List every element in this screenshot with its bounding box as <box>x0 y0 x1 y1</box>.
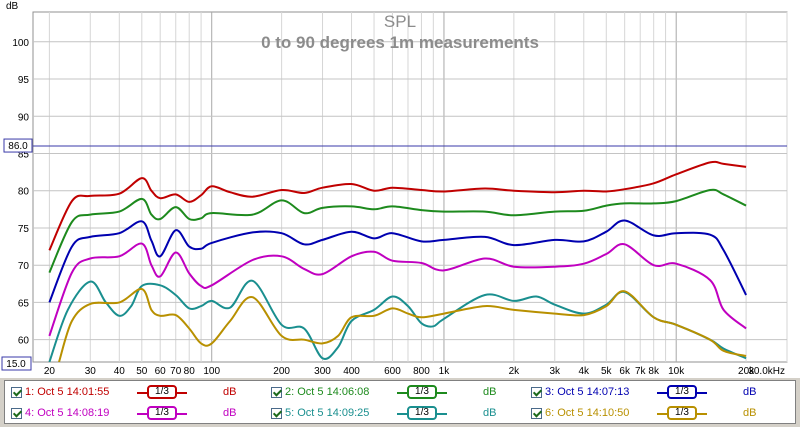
x-tick-label: 8k <box>648 366 660 377</box>
series-line-3 <box>48 219 747 303</box>
x-tick-label: 300 <box>314 366 331 377</box>
x-tick-label: 1k <box>439 366 451 377</box>
y-tick-label: 100 <box>12 38 29 49</box>
chart-area: 100 95 90 85 80 75 70 65 60 dB 20 30 40 50 60 70 80 100 20… <box>0 0 800 378</box>
legend-smoothing-button[interactable]: 1/3 <box>657 385 707 399</box>
legend-label: 1: Oct 5 14:01:55 <box>25 386 110 398</box>
legend-smoothing-label: 1/3 <box>667 385 697 399</box>
legend-smoothing-label: 1/3 <box>407 406 437 420</box>
series-line-2 <box>48 188 747 274</box>
x-tick-label: 5k <box>601 366 613 377</box>
x-tick-label: 80 <box>184 366 196 377</box>
x-tick-label: 400 <box>343 366 360 377</box>
legend-unit: dB <box>483 407 497 419</box>
chart-title: SPL <box>384 12 416 31</box>
reference-value-label: 86.0 <box>8 141 28 152</box>
y-tick-label: 65 <box>18 298 30 309</box>
legend-checkbox[interactable] <box>11 386 22 398</box>
legend-item: 1: Oct 5 14:01:55 1/3 dB <box>11 383 243 401</box>
y-tick-label: 70 <box>18 261 30 272</box>
x-tick-label: 800 <box>413 366 430 377</box>
series-line-6 <box>58 287 747 362</box>
legend-label: 5: Oct 5 14:09:25 <box>285 407 370 419</box>
legend-label: 6: Oct 5 14:10:50 <box>545 407 630 419</box>
series-line-5 <box>48 279 747 362</box>
legend-checkbox[interactable] <box>271 407 282 419</box>
legend-smoothing-button[interactable]: 1/3 <box>137 406 187 420</box>
reference-value-box <box>3 138 33 153</box>
x-tick-label: 50 <box>136 366 148 377</box>
legend-item: 6: Oct 5 14:10:50 1/3 dB <box>531 404 763 422</box>
x-tick-label: 10k <box>668 366 685 377</box>
x-tick-label: 30 <box>85 366 97 377</box>
legend-smoothing-label: 1/3 <box>147 385 177 399</box>
legend-smoothing-label: 1/3 <box>407 385 437 399</box>
legend-smoothing-button[interactable]: 1/3 <box>657 406 707 420</box>
x-tick-label: 60 <box>155 366 167 377</box>
x-tick-label: 4k <box>578 366 590 377</box>
x-tick-label: 7k <box>635 366 647 377</box>
x-tick-label: 200 <box>273 366 290 377</box>
x-tick-label: 2k <box>509 366 521 377</box>
y-min-marker-label: 15.0 <box>6 359 26 370</box>
legend-label: 3: Oct 5 14:07:13 <box>545 386 630 398</box>
legend-item: 5: Oct 5 14:09:25 1/3 dB <box>271 404 503 422</box>
legend-panel: 1: Oct 5 14:01:55 1/3 dB 2: Oct 5 14:06:08 1… <box>4 380 796 424</box>
legend-checkbox[interactable] <box>271 386 282 398</box>
legend-unit: dB <box>483 386 497 398</box>
legend-unit: dB <box>223 407 237 419</box>
legend-smoothing-button[interactable]: 1/3 <box>397 385 447 399</box>
legend-item: 3: Oct 5 14:07:13 1/3 dB <box>531 383 763 401</box>
legend-item: 4: Oct 5 14:08:19 1/3 dB <box>11 404 243 422</box>
legend-smoothing-button[interactable]: 1/3 <box>397 406 447 420</box>
legend-unit: dB <box>743 407 757 419</box>
y-min-marker-box <box>1 356 32 371</box>
legend-smoothing-label: 1/3 <box>147 406 177 420</box>
y-axis-label: dB <box>6 1 19 12</box>
x-tick-label: 20 <box>44 366 56 377</box>
x-tick-label: 600 <box>384 366 401 377</box>
legend-item: 2: Oct 5 14:06:08 1/3 dB <box>271 383 503 401</box>
y-tick-label: 80 <box>18 187 30 198</box>
legend-unit: dB <box>223 386 237 398</box>
legend-unit: dB <box>743 386 757 398</box>
y-tick-label: 60 <box>18 336 30 347</box>
series-line-4 <box>48 242 747 337</box>
legend-smoothing-label: 1/3 <box>667 406 697 420</box>
y-tick-label: 85 <box>18 149 30 160</box>
y-tick-label: 90 <box>18 112 30 123</box>
legend-label: 4: Oct 5 14:08:19 <box>25 407 110 419</box>
x-tick-label: 70 <box>170 366 182 377</box>
legend-checkbox[interactable] <box>531 386 542 398</box>
x-tick-label: 6k <box>619 366 631 377</box>
y-tick-label: 95 <box>18 75 30 86</box>
legend-checkbox[interactable] <box>11 407 22 419</box>
chart-subtitle: 0 to 90 degrees 1m measurements <box>261 33 539 52</box>
legend-checkbox[interactable] <box>531 407 542 419</box>
x-tick-label: 100 <box>203 366 220 377</box>
x-tick-label: 40 <box>114 366 126 377</box>
series-line-1 <box>48 160 747 251</box>
x-tick-label: 3k <box>549 366 561 377</box>
legend-label: 2: Oct 5 14:06:08 <box>285 386 370 398</box>
x-tick-label: 20k <box>738 366 755 377</box>
x-tick-label: 30.0kHz <box>748 366 785 377</box>
legend-smoothing-button[interactable]: 1/3 <box>137 385 187 399</box>
y-tick-label: 75 <box>18 224 30 235</box>
plot-frame <box>32 11 788 363</box>
